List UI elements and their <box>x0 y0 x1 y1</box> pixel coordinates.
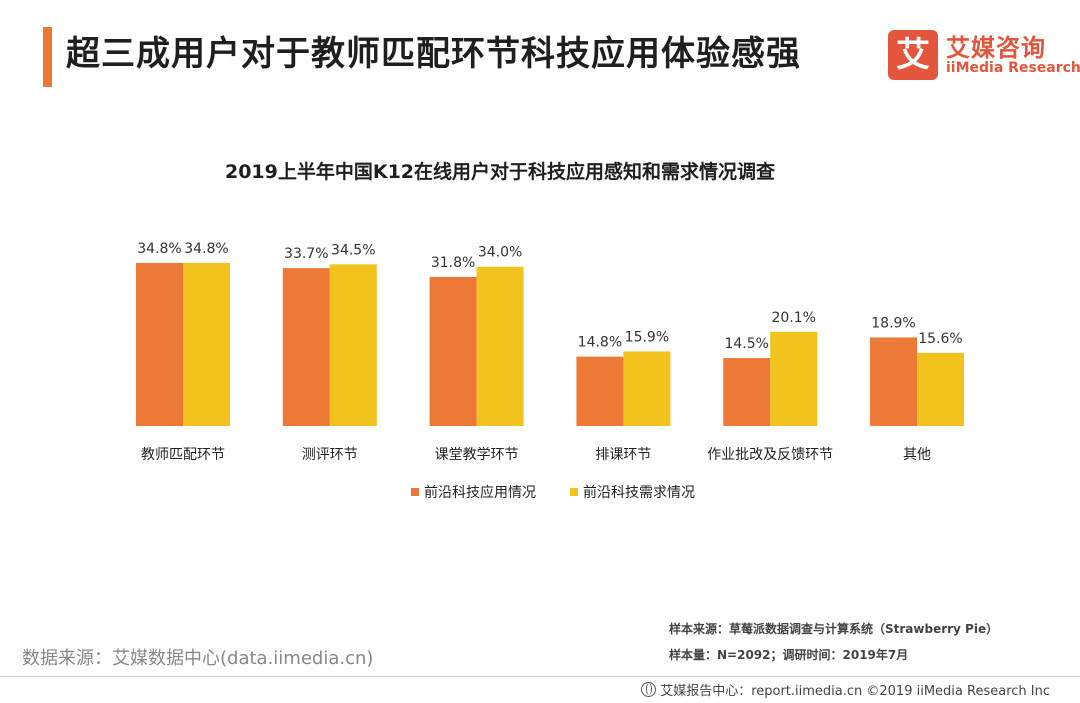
bar-s2-3 <box>476 266 524 426</box>
logo-name-en: iiMedia Research <box>946 60 1080 76</box>
bar-s1-4 <box>576 356 624 426</box>
data-source: 数据来源：艾媒数据中心(data.iimedia.cn) <box>22 648 374 669</box>
data-label-s1-1: 34.8% <box>137 241 181 257</box>
chart-title: 2019上半年中国K12在线用户对于科技应用感知和需求情况调查 <box>224 161 776 183</box>
data-label-s2-3: 34.0% <box>478 245 522 261</box>
category-label-3: 课堂教学环节 <box>435 447 519 463</box>
category-label-4: 排课环节 <box>595 447 651 463</box>
legend-label-1: 前沿科技应用情况 <box>424 484 536 501</box>
category-label-1: 教师匹配环节 <box>141 447 225 463</box>
category-label-2: 测评环节 <box>302 447 358 463</box>
footer-divider <box>0 676 1080 677</box>
bar-s2-6 <box>917 352 964 426</box>
sample-source: 样本来源：草莓派数据调查与计算系统（Strawberry Pie） <box>669 622 999 636</box>
logo-mark-icon: 艾 <box>888 30 938 80</box>
bar-s1-1 <box>136 262 183 426</box>
logo-name-cn: 艾媒咨询 <box>946 34 1046 62</box>
sample-size: 样本量：N=2092；调研时间：2019年7月 <box>669 648 909 662</box>
bar-s2-1 <box>183 262 230 426</box>
data-label-s1-5: 14.5% <box>724 336 768 352</box>
brand-logo: 艾 艾媒咨询 iiMedia Research <box>888 30 1080 80</box>
title-accent-bar <box>43 27 52 87</box>
data-label-s2-1: 34.8% <box>184 241 228 257</box>
category-label-6: 其他 <box>903 447 931 463</box>
sample-info: 样本来源：草莓派数据调查与计算系统（Strawberry Pie） 样本量：N=… <box>669 616 998 668</box>
data-label-s1-4: 14.8% <box>578 335 622 351</box>
globe-icon <box>641 682 657 697</box>
data-label-s1-6: 18.9% <box>871 315 915 331</box>
category-label-5: 作业批改及反馈环节 <box>707 447 833 463</box>
footer: 艾媒报告中心：report.iimedia.cn ©2019 iiMedia R… <box>641 680 1050 699</box>
bar-s2-2 <box>329 264 377 426</box>
data-label-s2-2: 34.5% <box>331 242 375 258</box>
bar-s1-5 <box>723 358 771 426</box>
bar-s2-4 <box>623 351 671 426</box>
legend-swatch-2 <box>570 488 578 496</box>
bar-s2-5 <box>770 331 818 426</box>
legend-label-2: 前沿科技需求情况 <box>583 484 695 501</box>
data-label-s2-4: 15.9% <box>625 329 669 345</box>
legend-swatch-1 <box>411 488 419 496</box>
bar-s1-2 <box>282 268 330 426</box>
data-label-s2-6: 15.6% <box>918 331 962 347</box>
data-label-s1-2: 33.7% <box>284 246 328 262</box>
bar-s1-3 <box>429 276 477 426</box>
page-title: 超三成用户对于教师匹配环节科技应用体验感强 <box>66 34 801 74</box>
footer-text: 艾媒报告中心：report.iimedia.cn ©2019 iiMedia R… <box>660 684 1050 699</box>
bar-s1-6 <box>870 337 917 426</box>
data-label-s1-3: 31.8% <box>431 255 475 271</box>
data-label-s2-5: 20.1% <box>771 310 815 326</box>
